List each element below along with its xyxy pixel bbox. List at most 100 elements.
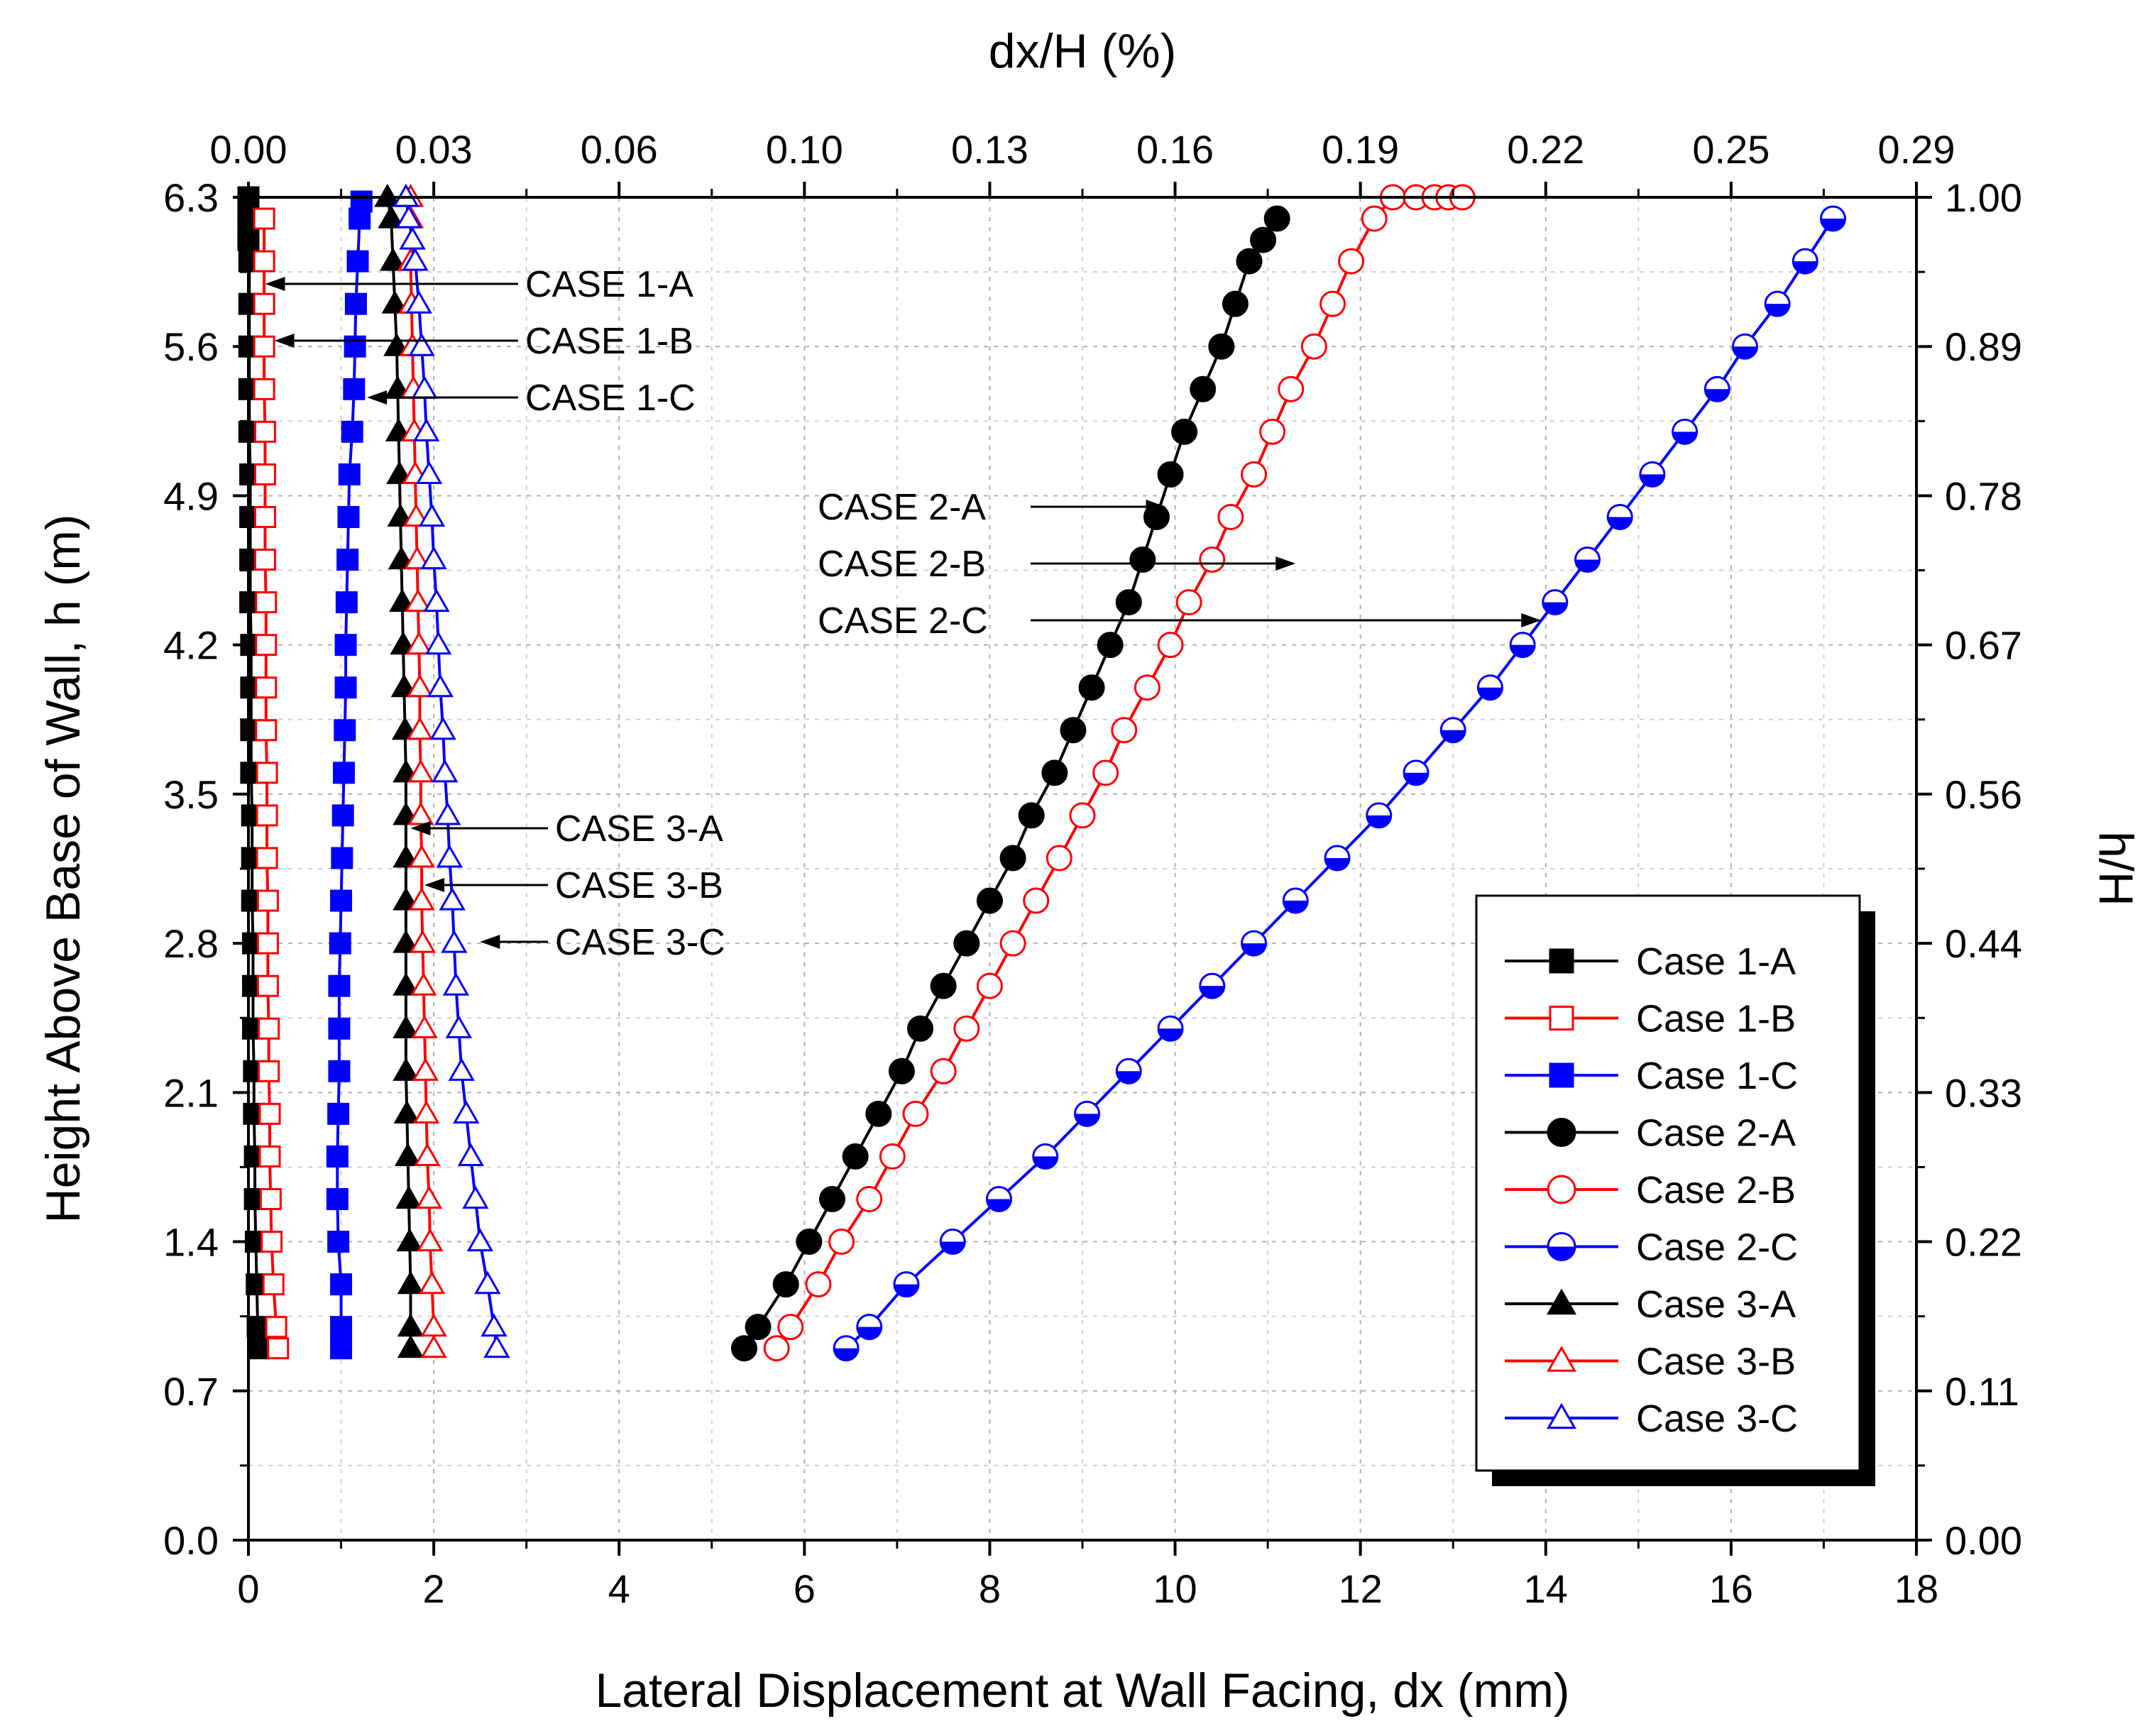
data-point <box>326 1187 349 1210</box>
legend-label: Case 1-A <box>1636 940 1796 983</box>
x-axis-title: Lateral Displacement at Wall Facing, dx … <box>595 1664 1569 1718</box>
data-point <box>247 1337 270 1360</box>
annotations: CASE 1-A CASE 1-B CASE 1-C CASE 2-A CASE 2-B… <box>265 264 1542 963</box>
data-point <box>267 1337 290 1360</box>
data-point <box>254 505 276 528</box>
data-point <box>329 932 351 955</box>
data-point <box>399 226 426 250</box>
data-point <box>397 1334 424 1358</box>
y2-tick-label: 0.78 <box>1945 473 2022 518</box>
annotation-arrowhead <box>1275 556 1296 571</box>
y2-tick-label: 0.11 <box>1945 1369 2019 1414</box>
data-point <box>393 929 419 953</box>
y-tick-label: 4.9 <box>163 473 219 518</box>
data-point <box>259 1187 282 1210</box>
data-point <box>1032 1143 1059 1170</box>
data-point <box>332 762 355 784</box>
annotation-arrowhead <box>1146 500 1166 514</box>
legend-item: Case 1-B <box>1505 998 1796 1040</box>
data-point <box>772 1271 799 1298</box>
legend-item: Case 1-A <box>1505 940 1796 983</box>
data-point <box>256 847 278 869</box>
legend-label: Case 3-B <box>1636 1341 1796 1383</box>
data-point <box>393 972 419 996</box>
data-point <box>1129 546 1156 573</box>
legend-marker <box>1547 1346 1576 1372</box>
legend-label: Case 1-C <box>1636 1055 1798 1097</box>
data-point <box>405 631 432 655</box>
legend-marker <box>1547 1402 1576 1429</box>
data-point <box>777 1314 804 1341</box>
data-point <box>420 546 447 570</box>
data-point <box>409 929 437 953</box>
annotation-arrowhead <box>265 277 285 291</box>
data-point <box>1092 759 1119 786</box>
data-point <box>423 588 450 612</box>
data-point <box>256 974 279 997</box>
data-point <box>334 719 356 742</box>
data-point <box>1097 632 1124 659</box>
data-point <box>334 634 357 657</box>
data-point <box>1250 226 1277 253</box>
legend-label: Case 2-B <box>1636 1169 1796 1212</box>
series-case-2-c <box>833 205 1846 1362</box>
legend-item: Case 3-B <box>1505 1341 1796 1383</box>
data-point <box>410 972 437 996</box>
data-point <box>418 503 446 527</box>
data-point <box>1278 375 1305 402</box>
marker-half-fill <box>1075 1114 1099 1126</box>
data-point <box>448 1057 475 1081</box>
annotation-case-3-c: CASE 3-C <box>480 922 725 963</box>
x-tick-label: 12 <box>1339 1566 1383 1611</box>
data-point <box>256 762 278 784</box>
data-point <box>405 290 432 314</box>
data-point <box>337 505 360 528</box>
data-point <box>856 1185 883 1212</box>
marker-half-fill <box>1765 304 1790 317</box>
annotation-arrowhead <box>1521 613 1542 627</box>
legend: Case 1-A Case 1-B Case 1-C Case 2-A Case 2-B… <box>1475 894 1875 1486</box>
x2-tick-label: 0.10 <box>766 127 843 172</box>
data-point <box>255 591 278 614</box>
data-point <box>379 247 407 271</box>
data-point <box>462 1185 489 1209</box>
data-point <box>1361 205 1388 232</box>
data-point <box>253 292 275 315</box>
data-point <box>1217 503 1244 530</box>
data-point <box>383 333 410 356</box>
data-point <box>414 1143 441 1167</box>
marker-half-fill <box>1821 219 1845 231</box>
data-point <box>1078 674 1105 701</box>
data-point <box>393 1100 420 1124</box>
data-point <box>396 1228 423 1252</box>
marker-half-fill <box>1200 986 1224 999</box>
x-tick-label: 14 <box>1524 1566 1568 1611</box>
annotation-case-1-b: CASE 1-B <box>274 321 693 362</box>
data-point <box>1190 375 1217 402</box>
marker-half-fill <box>1325 857 1350 870</box>
x2-tick-label: 0.06 <box>581 127 658 172</box>
data-point <box>1060 717 1087 744</box>
legend-box <box>1475 894 1861 1472</box>
data-point <box>1208 333 1235 360</box>
data-point <box>888 1057 915 1084</box>
data-point <box>1074 1100 1101 1127</box>
legend-marker <box>1547 1175 1576 1204</box>
data-point <box>327 1102 350 1125</box>
data-point <box>334 676 357 699</box>
annotation-case-1-a: CASE 1-A <box>265 264 693 305</box>
series-case-2-a <box>730 205 1290 1362</box>
marker-half-fill <box>834 1348 859 1361</box>
data-point <box>930 972 957 999</box>
x-tick-label: 6 <box>794 1566 816 1611</box>
data-point <box>432 759 459 783</box>
data-point <box>415 1185 443 1209</box>
annotation-case-2-a: CASE 2-A <box>818 487 1166 528</box>
data-point <box>326 1145 349 1168</box>
data-point <box>763 1335 790 1362</box>
data-point <box>338 463 361 485</box>
x2-tick-label: 0.19 <box>1322 127 1399 172</box>
data-point <box>330 1273 353 1296</box>
legend-item: Case 2-B <box>1505 1169 1796 1212</box>
data-point <box>1731 333 1758 360</box>
